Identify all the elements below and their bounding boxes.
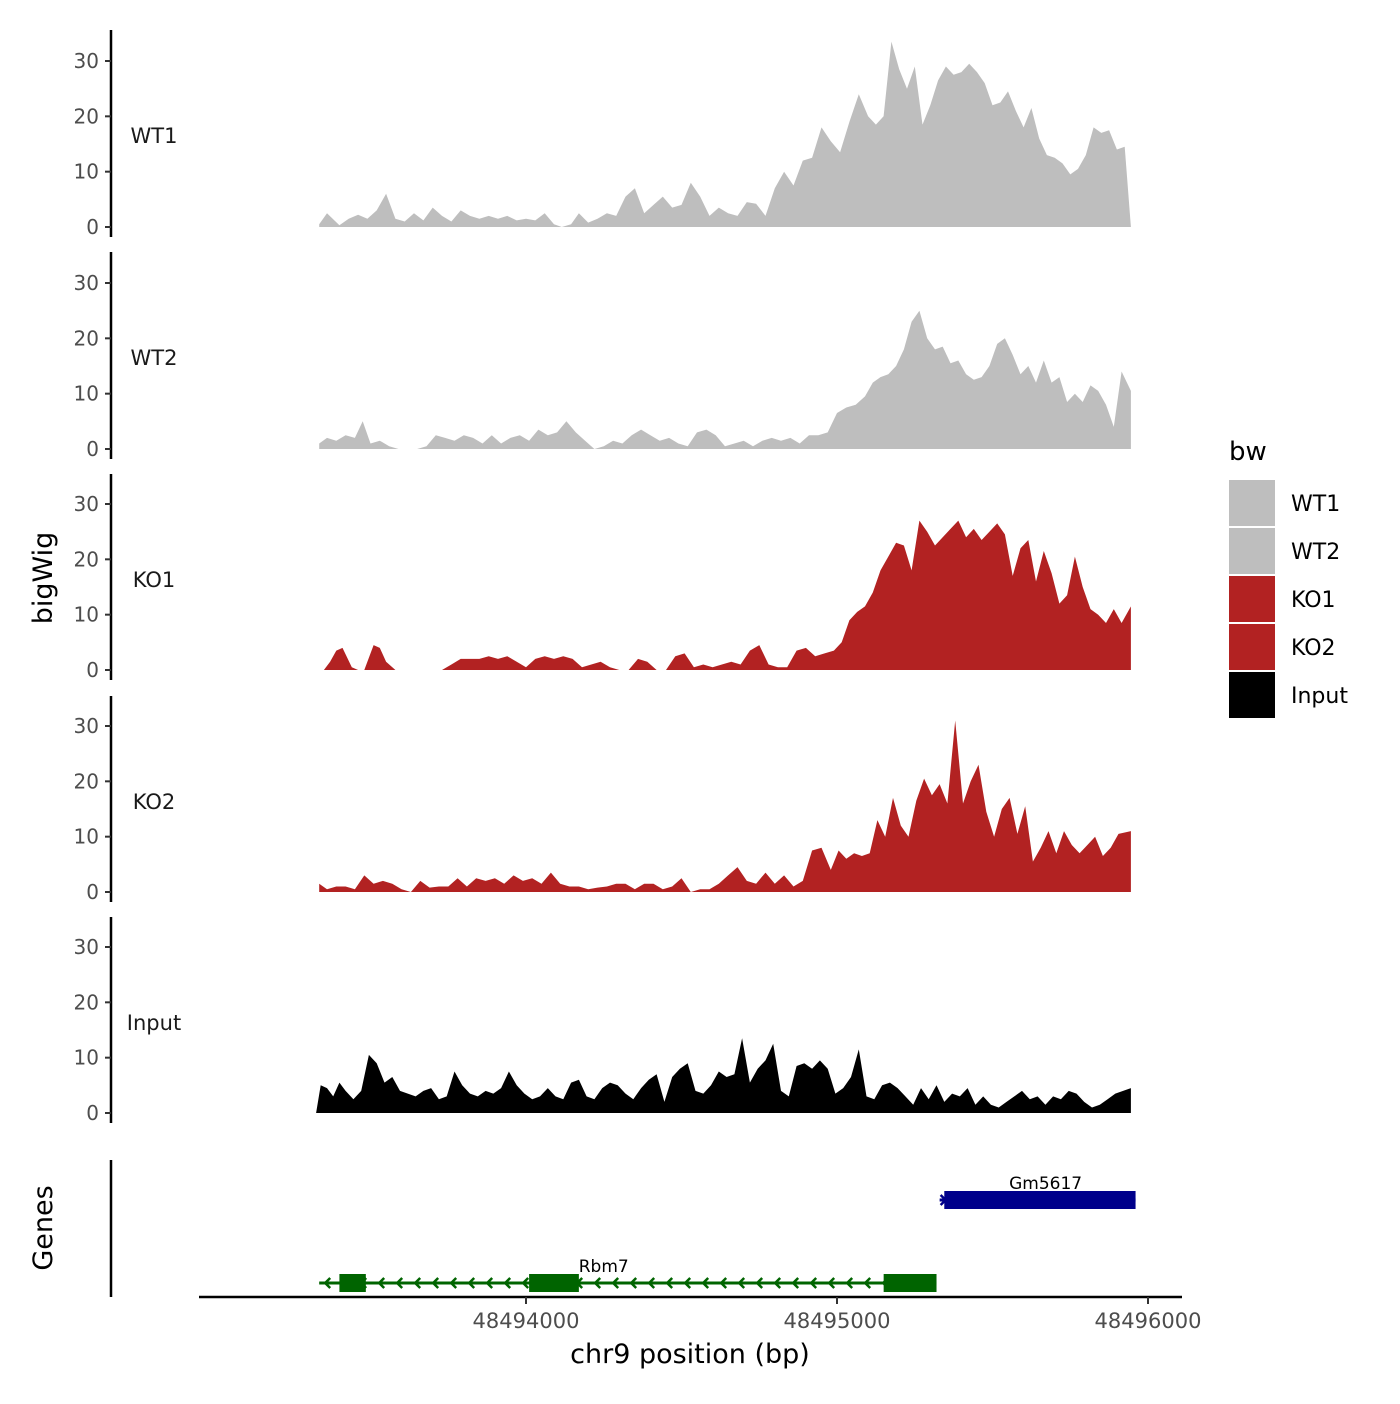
y-tick-label: 30 (74, 271, 99, 295)
y-tick-label: 10 (74, 160, 99, 184)
strand-arrow (485, 1277, 494, 1289)
x-tick-label: 48494000 (473, 1309, 580, 1333)
gene-exon (339, 1274, 366, 1292)
y-axis-title: bigWig (28, 532, 59, 625)
y-tick-label: 20 (74, 990, 99, 1014)
gene-rbm7: Rbm7 (319, 1257, 937, 1292)
y-tick-label: 30 (74, 49, 99, 73)
gene-label: Rbm7 (579, 1257, 629, 1277)
gene-label: Gm5617 (1009, 1174, 1082, 1194)
gene-exon (883, 1274, 937, 1292)
track-panel-ko2: 0 10 20 30 KO2 (74, 696, 1131, 904)
track-panel-input: 0 10 20 30 Input (74, 917, 1131, 1125)
x-axis: 48494000 48495000 48496000 (199, 1295, 1202, 1333)
strand-arrow (773, 1277, 782, 1289)
strand-arrow (737, 1277, 746, 1289)
track-label-wt1: WT1 (131, 124, 178, 148)
y-tick-label: 10 (74, 1046, 99, 1070)
gene-gm5617: Gm5617 (939, 1174, 1136, 1209)
legend-label-ko1: KO1 (1291, 588, 1336, 613)
strand-arrow (791, 1277, 800, 1289)
y-tick-label: 0 (86, 215, 99, 239)
y-tick-label: 0 (86, 658, 99, 682)
strand-arrow (683, 1277, 692, 1289)
y-tick-label: 20 (74, 547, 99, 571)
y-tick-label: 0 (86, 880, 99, 904)
x-axis-title: chr9 position (bp) (570, 1339, 810, 1370)
gene-exon (944, 1191, 1136, 1209)
strand-arrow (611, 1277, 620, 1289)
legend-label-input: Input (1291, 684, 1348, 709)
y-tick-label: 10 (74, 603, 99, 627)
y-tick-label: 20 (74, 769, 99, 793)
legend-key-ko2 (1229, 624, 1275, 670)
strand-arrow (467, 1277, 476, 1289)
track-label-ko1: KO1 (133, 568, 176, 592)
strand-arrow (845, 1277, 854, 1289)
y-tick-label: 0 (86, 437, 99, 461)
gene-track: Gm5617 Rbm7 (109, 1160, 1136, 1297)
track-panel-wt2: 0 10 20 30 WT2 (74, 252, 1131, 461)
strand-arrow (809, 1277, 818, 1289)
legend-key-ko1 (1229, 576, 1275, 622)
x-tick-label: 48496000 (1095, 1309, 1202, 1333)
signal-area-input (316, 1038, 1131, 1113)
gene-exon (529, 1274, 579, 1292)
tracks-layer: 0 10 20 30 WT1 0 10 20 30 WT2 0 10 20 30 KO1 0 10 20 30 KO2… (74, 30, 1131, 1125)
x-tick-label: 48495000 (784, 1309, 891, 1333)
signal-area-wt2 (319, 310, 1131, 449)
signal-area-wt1 (319, 41, 1131, 227)
track-label-ko2: KO2 (133, 790, 176, 814)
legend-key-wt2 (1229, 528, 1275, 574)
strand-arrow (413, 1277, 422, 1289)
track-panel-ko1: 0 10 20 30 KO1 (74, 474, 1131, 682)
y-tick-label: 30 (74, 492, 99, 516)
strand-arrow (647, 1277, 656, 1289)
y-tick-label: 0 (86, 1101, 99, 1125)
strand-arrow (701, 1277, 710, 1289)
legend-title: bw (1229, 437, 1267, 467)
y-tick-label: 20 (74, 326, 99, 350)
signal-area-ko2 (319, 720, 1131, 892)
strand-arrow (863, 1277, 872, 1289)
legend-label-wt2: WT2 (1291, 540, 1340, 565)
y-tick-label: 10 (74, 382, 99, 406)
strand-arrow (755, 1277, 764, 1289)
strand-arrow (377, 1277, 386, 1289)
strand-arrow (629, 1277, 638, 1289)
genes-axis-title: Genes (28, 1185, 59, 1270)
strand-arrow (719, 1277, 728, 1289)
y-tick-label: 30 (74, 935, 99, 959)
strand-arrow (827, 1277, 836, 1289)
strand-arrow (395, 1277, 404, 1289)
legend: bw WT1 WT2 KO1 KO2 Input (1229, 437, 1348, 718)
track-label-input: Input (127, 1011, 181, 1035)
legend-label-ko2: KO2 (1291, 636, 1336, 661)
strand-arrow (503, 1277, 512, 1289)
track-panel-wt1: 0 10 20 30 WT1 (74, 30, 1131, 239)
track-label-wt2: WT2 (131, 346, 178, 370)
strand-arrow (323, 1277, 332, 1289)
y-tick-label: 20 (74, 104, 99, 128)
strand-arrow (593, 1277, 602, 1289)
legend-key-input (1229, 672, 1275, 718)
y-tick-label: 10 (74, 825, 99, 849)
strand-arrow (521, 1277, 530, 1289)
legend-label-wt1: WT1 (1291, 492, 1340, 517)
strand-arrow (431, 1277, 440, 1289)
signal-area-ko1 (323, 520, 1131, 670)
legend-key-wt1 (1229, 480, 1275, 526)
strand-arrow (665, 1277, 674, 1289)
y-tick-label: 30 (74, 714, 99, 738)
strand-arrow (449, 1277, 458, 1289)
